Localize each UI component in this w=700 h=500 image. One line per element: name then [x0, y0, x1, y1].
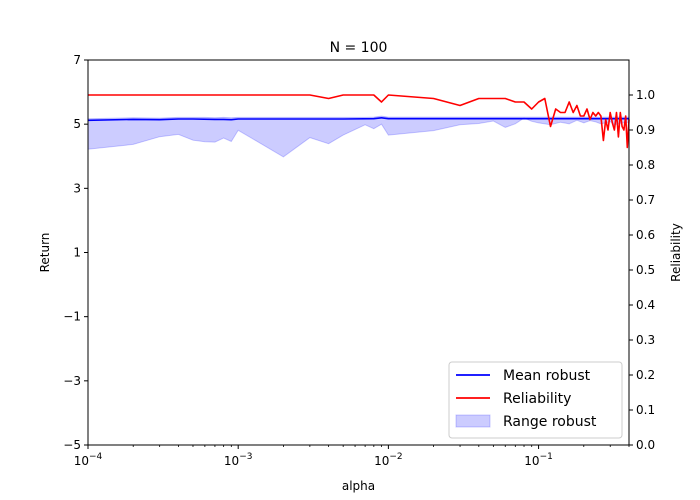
- left-tick-label: 3: [73, 181, 81, 195]
- left-axis-ticks: −5 −3 −1 1 3 5 7: [63, 53, 88, 452]
- right-tick-label: 0.1: [636, 403, 655, 417]
- x-tick-label: 10−2: [374, 452, 403, 468]
- right-tick-label: 0.0: [636, 438, 655, 452]
- right-tick-label: 0.7: [636, 193, 655, 207]
- chart-title: N = 100: [330, 40, 388, 56]
- legend-label-mean-robust: Mean robust: [503, 368, 591, 384]
- right-tick-label: 0.5: [636, 263, 655, 277]
- series-line-layer: [87, 94, 630, 149]
- right-tick-label: 0.6: [636, 228, 655, 242]
- legend-label-range-robust: Range robust: [503, 414, 597, 430]
- right-tick-label: 0.4: [636, 298, 655, 312]
- left-tick-label: 7: [73, 53, 81, 67]
- right-tick-label: 0.9: [636, 123, 655, 137]
- x-tick-label: 10−4: [74, 452, 103, 468]
- x-axis-ticks: 10−4 10−3 10−2 10−1: [74, 445, 630, 468]
- left-tick-label: −3: [63, 374, 81, 388]
- mean-robust-line: [87, 117, 629, 122]
- reliability-line: [88, 94, 630, 149]
- x-axis-label: alpha: [342, 479, 375, 493]
- left-tick-label: 1: [73, 246, 81, 260]
- left-axis-label: Return: [38, 233, 52, 273]
- right-tick-label: 0.8: [636, 158, 655, 172]
- left-tick-label: −1: [63, 310, 81, 324]
- legend-label-reliability: Reliability: [503, 391, 571, 407]
- right-axis-label: Reliability: [669, 223, 683, 282]
- left-tick-label: −5: [63, 438, 81, 452]
- x-tick-label: 10−1: [524, 452, 553, 468]
- x-tick-label: 10−3: [224, 452, 253, 468]
- right-tick-label: 0.3: [636, 333, 655, 347]
- legend: Mean robust Reliability Range robust: [448, 361, 623, 439]
- legend-swatch-range-robust: [455, 414, 491, 428]
- right-tick-label: 1.0: [636, 88, 655, 102]
- right-tick-label: 0.2: [636, 368, 655, 382]
- right-axis-ticks: 0.0 0.1 0.2 0.3 0.4 0.5 0.6 0.7 0.8 0.9 1.0: [629, 88, 655, 452]
- left-tick-label: 5: [73, 117, 81, 131]
- legend-box: [448, 361, 623, 439]
